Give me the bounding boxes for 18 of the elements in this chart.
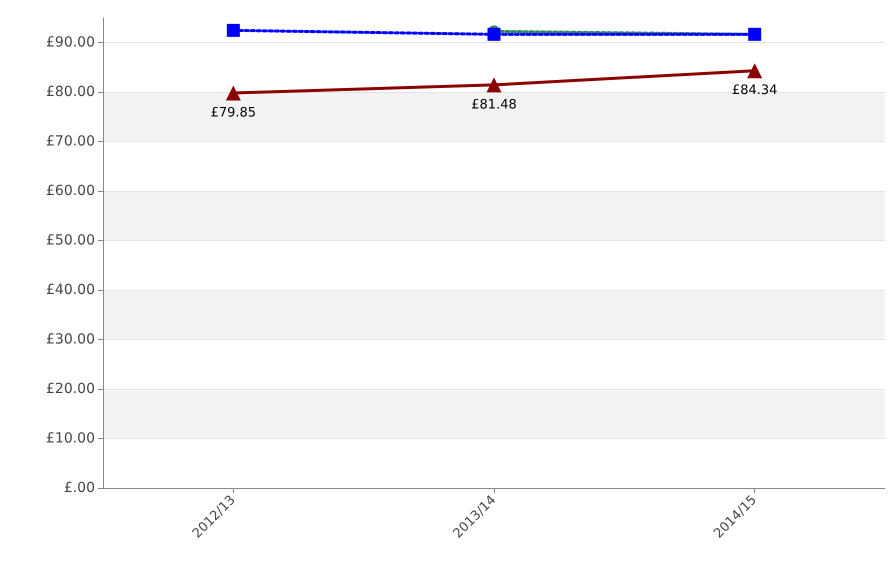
y-tick-label: £40.00 [46, 282, 95, 298]
y-tick-label: £50.00 [46, 232, 95, 249]
y-tick-label: £30.00 [46, 332, 95, 348]
data-label: £79.85 [210, 105, 256, 120]
y-tick-label: £20.00 [46, 381, 95, 398]
y-tick-label: £70.00 [46, 134, 95, 150]
point [226, 85, 241, 100]
y-tick-label: £60.00 [46, 183, 95, 200]
y-tick-label: £80.00 [46, 84, 95, 100]
y-tick-label: £.00 [64, 480, 95, 496]
point [226, 24, 240, 37]
y-tick-label: £10.00 [46, 430, 95, 447]
data-label: £81.48 [471, 97, 517, 112]
data-label: £84.34 [732, 83, 778, 98]
point [488, 28, 500, 41]
point [486, 77, 502, 92]
point [747, 63, 762, 78]
y-tick-label: £90.00 [46, 34, 95, 51]
